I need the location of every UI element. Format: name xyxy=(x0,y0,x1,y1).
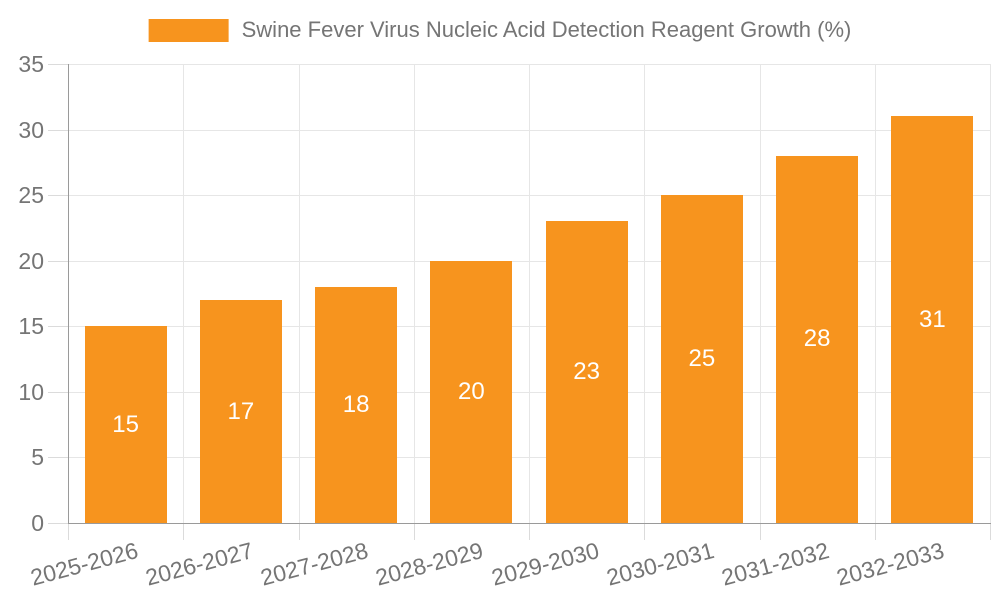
bar xyxy=(430,260,513,523)
bar-value-label: 25 xyxy=(688,345,716,373)
y-axis-tick xyxy=(48,326,68,328)
y-axis-tick xyxy=(48,260,68,262)
y-axis-tick xyxy=(48,64,68,65)
bar xyxy=(84,326,167,523)
x-axis-tick xyxy=(990,524,991,540)
y-axis-tick xyxy=(48,195,68,197)
x-axis-tick-label: 2026-2027 xyxy=(142,537,256,591)
y-axis-tick-label: 10 xyxy=(18,378,44,405)
y-axis-tick-label: 35 xyxy=(18,51,44,77)
v-gridline xyxy=(644,64,646,523)
bar-value-label: 31 xyxy=(919,305,946,333)
y-axis-tick xyxy=(48,391,68,393)
x-axis-tick-label: 2032-2033 xyxy=(834,537,948,591)
v-gridline xyxy=(874,64,876,523)
x-axis-tick-label: 2025-2026 xyxy=(27,537,141,591)
bar-value-label: 28 xyxy=(803,325,831,353)
x-axis-tick xyxy=(874,524,876,540)
y-axis-tick-label: 30 xyxy=(18,116,44,143)
x-axis-tick-label: 2030-2031 xyxy=(603,537,717,591)
y-axis-tick-label: 25 xyxy=(18,182,44,209)
bar xyxy=(660,195,743,523)
x-axis-tick-label: 2027-2028 xyxy=(257,537,371,591)
v-gridline xyxy=(298,64,300,523)
y-axis-tick-label: 15 xyxy=(18,313,44,340)
bar xyxy=(891,116,974,523)
legend-swatch xyxy=(148,18,229,42)
x-axis-tick xyxy=(529,524,530,540)
bar xyxy=(776,155,859,523)
bar xyxy=(199,300,282,523)
x-axis-line xyxy=(68,523,991,524)
x-axis-tick xyxy=(644,524,646,540)
bar-value-label: 17 xyxy=(227,397,255,425)
x-axis-tick-label: 2031-2032 xyxy=(718,537,832,591)
bar xyxy=(315,286,398,523)
y-axis-line xyxy=(68,64,69,523)
x-axis-tick xyxy=(759,524,761,540)
x-axis-tick xyxy=(298,524,300,540)
plot-area: 15 17 18 20 23 25 28 31 xyxy=(68,64,991,523)
bar-value-label: 18 xyxy=(342,390,370,418)
x-axis-tick xyxy=(68,524,69,540)
x-axis-tick-label: 2028-2029 xyxy=(373,537,487,591)
bar-value-label: 23 xyxy=(573,358,600,386)
y-axis-tick xyxy=(48,523,68,524)
x-axis-tick xyxy=(183,524,185,540)
y-axis-tick xyxy=(48,457,68,459)
v-gridline xyxy=(413,64,415,523)
bar xyxy=(545,221,628,523)
y-axis-tick-label: 0 xyxy=(31,510,44,536)
x-axis-tick-label: 2029-2030 xyxy=(488,537,602,591)
bar-value-label: 15 xyxy=(112,410,139,438)
v-gridline xyxy=(529,64,530,523)
x-axis-tick xyxy=(413,524,415,540)
y-axis-tick xyxy=(48,129,68,131)
legend-label: Swine Fever Virus Nucleic Acid Detection… xyxy=(241,17,852,42)
y-axis-tick-label: 20 xyxy=(18,247,44,274)
v-gridline xyxy=(990,64,991,523)
legend[interactable]: Swine Fever Virus Nucleic Acid Detection… xyxy=(148,17,852,43)
bar-value-label: 20 xyxy=(458,377,485,405)
v-gridline xyxy=(183,64,185,523)
y-axis-tick-label: 5 xyxy=(31,444,44,471)
v-gridline xyxy=(759,64,761,523)
